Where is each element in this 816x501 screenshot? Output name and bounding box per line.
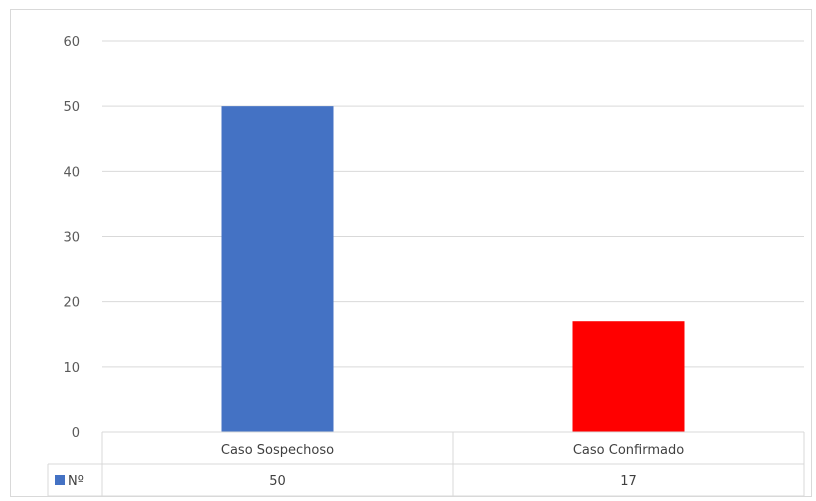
data-table-value: 17	[620, 474, 637, 489]
bar-2	[572, 321, 685, 432]
y-tick-label: 0	[72, 426, 80, 441]
y-tick-label: 60	[63, 35, 80, 50]
y-tick-label: 40	[63, 165, 80, 180]
x-category-label: Caso Confirmado	[573, 443, 684, 458]
bar-1	[221, 106, 334, 433]
legend-label: Nº	[68, 474, 84, 489]
y-tick-label: 10	[63, 361, 80, 376]
y-tick-label: 20	[63, 296, 80, 311]
data-table-value: 50	[269, 474, 286, 489]
legend-key	[55, 475, 65, 485]
y-tick-label: 30	[63, 231, 80, 246]
x-category-label: Caso Sospechoso	[221, 443, 334, 458]
y-tick-label: 50	[63, 100, 80, 115]
